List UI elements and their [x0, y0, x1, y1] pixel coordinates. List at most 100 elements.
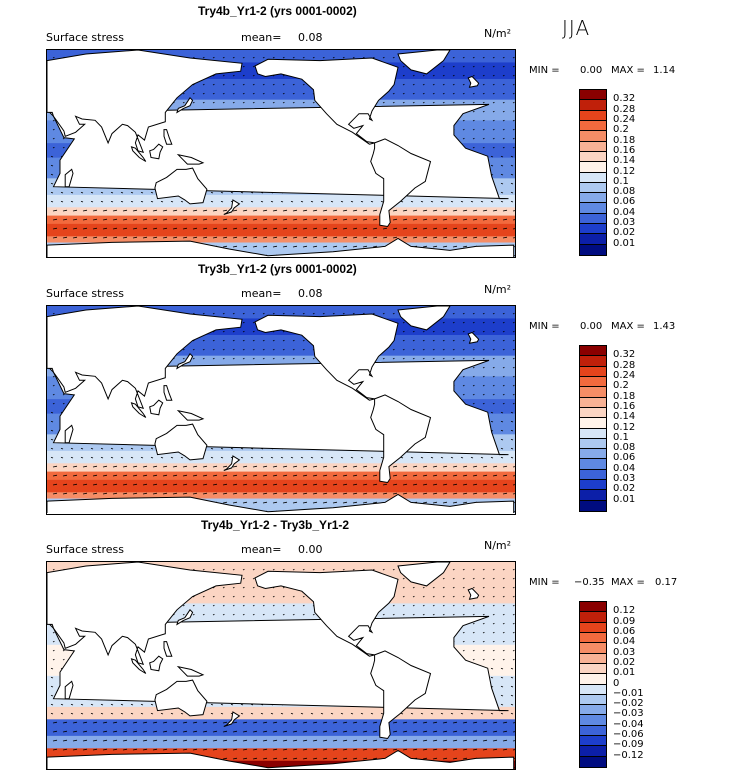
wind-stress-vector — [52, 721, 58, 724]
wind-stress-vector — [152, 739, 158, 742]
wind-stress-vector — [230, 447, 234, 450]
panel-1-map — [46, 49, 516, 258]
wind-stress-vector — [72, 218, 78, 221]
wind-stress-vector — [372, 730, 378, 733]
colorbar-swatch — [580, 397, 606, 408]
wind-stress-vector — [252, 568, 255, 571]
wind-stress-vector — [100, 200, 104, 203]
wind-stress-vector — [412, 586, 415, 589]
wind-stress-vector — [512, 65, 515, 68]
wind-stress-vector — [130, 712, 134, 715]
wind-stress-vector — [240, 712, 244, 715]
landmass-sumatra — [130, 658, 147, 674]
wind-stress-vector — [500, 173, 504, 176]
wind-stress-vector — [232, 101, 235, 104]
wind-stress-vector — [482, 339, 485, 342]
wind-stress-vector — [202, 56, 205, 59]
wind-stress-vector — [470, 456, 474, 459]
wind-stress-vector — [472, 604, 475, 607]
wind-stress-vector — [492, 393, 495, 396]
wind-stress-vector — [100, 703, 104, 706]
wind-stress-vector — [452, 568, 455, 571]
wind-stress-vector — [472, 65, 475, 68]
wind-stress-vector — [242, 604, 245, 607]
panel-2-max-value: 1.43 — [653, 321, 676, 332]
wind-stress-vector — [192, 721, 198, 724]
wind-stress-vector — [52, 568, 55, 571]
wind-stress-vector — [402, 739, 408, 742]
wind-stress-vector — [90, 712, 94, 715]
wind-stress-vector — [130, 200, 134, 203]
colorbar-swatch — [580, 100, 606, 111]
wind-stress-vector — [52, 465, 58, 468]
wind-stress-vector — [60, 703, 64, 706]
wind-stress-vector — [72, 209, 78, 212]
wind-stress-vector — [222, 474, 228, 477]
wind-stress-vector — [242, 218, 248, 221]
wind-stress-vector — [292, 492, 298, 495]
stress-band — [47, 760, 515, 769]
wind-stress-vector — [510, 685, 514, 688]
wind-stress-vector — [232, 568, 235, 571]
wind-stress-vector — [252, 209, 258, 212]
wind-stress-vector — [482, 312, 485, 315]
wind-stress-vector — [90, 191, 94, 194]
wind-stress-vector — [212, 483, 218, 486]
wind-stress-vector — [472, 730, 478, 733]
wind-stress-vector — [52, 658, 55, 661]
wind-stress-vector — [320, 200, 324, 203]
wind-stress-vector — [412, 595, 415, 598]
wind-stress-vector — [212, 348, 215, 351]
colorbar-tick-label: 0.32 — [613, 93, 636, 105]
wind-stress-vector — [152, 236, 158, 239]
wind-stress-vector — [462, 613, 465, 616]
wind-stress-vector — [202, 474, 208, 477]
colorbar-swatch — [580, 480, 606, 491]
wind-stress-vector — [502, 577, 505, 580]
wind-stress-vector — [422, 227, 428, 230]
wind-stress-vector — [510, 667, 514, 670]
wind-stress-vector — [472, 631, 475, 634]
wind-stress-vector — [502, 330, 505, 333]
wind-stress-vector — [402, 613, 405, 616]
wind-stress-vector — [60, 191, 64, 194]
wind-stress-vector — [412, 748, 418, 751]
landmass-antarctica — [47, 749, 515, 769]
wind-stress-vector — [182, 236, 188, 239]
wind-stress-vector — [412, 721, 418, 724]
wind-stress-vector — [422, 465, 428, 468]
wind-stress-vector — [280, 712, 284, 715]
map-svg — [47, 50, 515, 257]
wind-stress-vector — [432, 757, 438, 760]
wind-stress-vector — [232, 56, 235, 59]
wind-stress-vector — [102, 483, 108, 486]
wind-stress-vector — [232, 730, 238, 733]
colorbar-swatch — [580, 725, 606, 737]
wind-stress-vector — [510, 155, 514, 158]
wind-stress-vector — [202, 739, 208, 742]
wind-stress-vector — [220, 703, 224, 706]
colorbar-swatch — [580, 131, 606, 142]
wind-stress-vector — [232, 357, 235, 360]
wind-stress-vector — [472, 56, 475, 59]
wind-stress-vector — [272, 595, 275, 598]
wind-stress-vector — [282, 748, 288, 751]
wind-stress-vector — [282, 227, 288, 230]
wind-stress-vector — [322, 721, 328, 724]
panel-1-max-label: MAX = — [611, 65, 645, 76]
wind-stress-vector — [502, 357, 505, 360]
wind-stress-vector — [342, 218, 348, 221]
wind-stress-vector — [512, 83, 515, 86]
landmass-namerica — [254, 313, 399, 401]
wind-stress-vector — [512, 622, 515, 625]
wind-stress-vector — [312, 721, 318, 724]
wind-stress-vector — [492, 321, 495, 324]
wind-stress-vector — [292, 312, 295, 315]
wind-stress-vector — [472, 330, 475, 333]
wind-stress-vector — [242, 56, 245, 59]
wind-stress-vector — [440, 712, 444, 715]
wind-stress-vector — [252, 465, 258, 468]
wind-stress-vector — [332, 312, 335, 315]
wind-stress-vector — [360, 712, 364, 715]
wind-stress-vector — [372, 757, 378, 760]
